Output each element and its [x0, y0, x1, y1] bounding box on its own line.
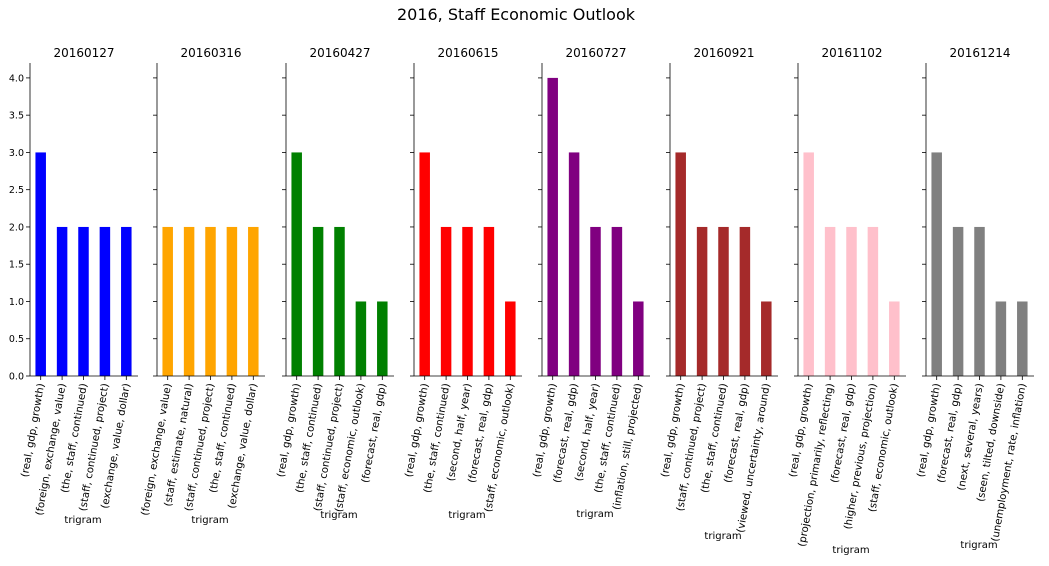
bar	[931, 152, 942, 376]
bar	[952, 226, 964, 376]
x-axis-label: trigram	[191, 515, 228, 526]
bar	[803, 152, 814, 376]
bar	[183, 226, 195, 376]
bar	[205, 226, 216, 376]
y-tick-label: 1.5	[9, 260, 24, 271]
bar	[696, 226, 708, 376]
x-axis-label: trigram	[320, 510, 357, 521]
chart-panel-20160316: 20160316(foreign, exchange, value)(staff…	[140, 46, 265, 526]
x-axis-label: trigram	[448, 510, 485, 521]
bar	[162, 226, 173, 376]
x-axis-label: trigram	[576, 509, 613, 520]
bar	[419, 152, 430, 376]
panel-title: 20160427	[309, 46, 370, 60]
bar	[590, 226, 601, 376]
bar	[761, 301, 772, 376]
bar	[995, 301, 1007, 376]
bar	[312, 226, 324, 376]
bar	[291, 152, 302, 376]
bar	[739, 226, 751, 376]
panel-title: 20160921	[693, 46, 754, 60]
chart-panel-20160727: 20160727(real, gdp, growth)(forecast, re…	[532, 46, 650, 520]
panel-title: 20160615	[437, 46, 498, 60]
bar	[867, 226, 879, 376]
bar	[718, 226, 729, 376]
bar	[1017, 301, 1028, 376]
panel-title: 20161214	[949, 46, 1010, 60]
bar	[974, 226, 985, 376]
y-tick-label: 4.0	[9, 73, 24, 84]
bar	[547, 77, 558, 377]
chart-panel-20160127: 201601270.00.51.01.52.02.53.03.54.0(real…	[9, 46, 138, 526]
bar	[611, 226, 623, 376]
panel-title: 20160727	[565, 46, 626, 60]
bar	[440, 226, 452, 376]
chart-panel-20160615: 20160615(real, gdp, growth)(the, staff, …	[404, 46, 522, 521]
bar	[78, 226, 89, 376]
y-tick-label: 0.5	[9, 334, 24, 345]
chart-panels: 201601270.00.51.01.52.02.53.03.54.0(real…	[9, 46, 1034, 556]
panel-title: 20160127	[53, 46, 114, 60]
y-tick-label: 2.0	[9, 222, 24, 233]
bar	[889, 301, 900, 376]
y-tick-label: 2.5	[9, 185, 24, 196]
chart-panel-20161102: 20161102(real, gdp, growth)(projection, …	[788, 46, 906, 556]
bar	[462, 226, 473, 376]
bar	[99, 226, 111, 376]
x-axis-label: trigram	[64, 515, 101, 526]
bar	[675, 152, 686, 376]
bar	[334, 226, 345, 376]
bar	[505, 301, 516, 376]
x-axis-label: trigram	[960, 540, 997, 551]
y-tick-label: 1.0	[9, 297, 24, 308]
bar	[483, 226, 495, 376]
y-tick-label: 0.0	[9, 372, 24, 383]
y-tick-label: 3.0	[9, 148, 24, 159]
bar	[121, 226, 132, 376]
x-axis-label: trigram	[832, 545, 869, 556]
x-axis-label: trigram	[704, 531, 741, 542]
bar	[35, 152, 46, 376]
y-tick-label: 3.5	[9, 111, 24, 122]
bar	[568, 152, 580, 376]
panel-title: 20161102	[821, 46, 882, 60]
chart-panel-20161214: 20161214(real, gdp, growth)(forecast, re…	[916, 46, 1034, 551]
bar	[824, 226, 836, 376]
bar	[56, 226, 68, 376]
panel-title: 20160316	[180, 46, 241, 60]
bar	[355, 301, 367, 376]
bar	[226, 226, 238, 376]
chart-panel-20160921: 20160921(real, gdp, growth)(staff, conti…	[660, 46, 778, 542]
figure-title: 2016, Staff Economic Outlook	[397, 5, 636, 24]
bar	[633, 301, 644, 376]
bar	[248, 226, 259, 376]
bar	[846, 226, 857, 376]
chart-panel-20160427: 20160427(real, gdp, growth)(the, staff, …	[276, 46, 394, 521]
bar	[377, 301, 388, 376]
